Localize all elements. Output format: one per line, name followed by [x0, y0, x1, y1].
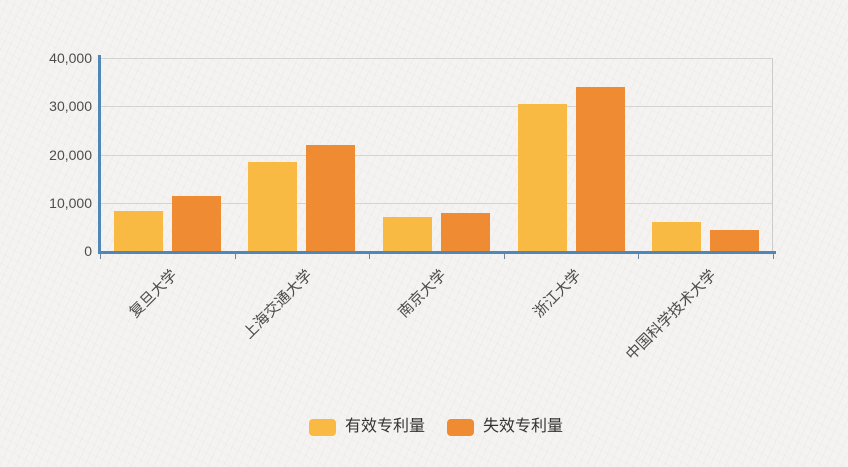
y-axis-line	[98, 55, 101, 254]
bar-失效专利量-中国科学技术大学[interactable]	[710, 230, 760, 251]
bar-失效专利量-上海交通大学[interactable]	[306, 145, 356, 251]
x-axis-label: 中国科学技术大学	[622, 266, 720, 364]
gridline	[100, 154, 773, 156]
plot-right-border	[772, 58, 773, 252]
legend-label: 失效专利量	[483, 418, 564, 435]
x-axis-tick	[369, 254, 371, 259]
legend-swatch-icon	[447, 418, 474, 436]
bar-失效专利量-复旦大学[interactable]	[171, 196, 221, 251]
legend-item-1[interactable]: 失效专利量	[447, 417, 563, 437]
x-axis-line	[98, 251, 776, 254]
x-axis-label: 南京大学	[395, 266, 451, 322]
y-axis-label: 0	[84, 243, 92, 259]
bar-有效专利量-中国科学技术大学[interactable]	[652, 222, 702, 251]
x-axis-label: 浙江大学	[530, 266, 585, 322]
legend-label: 有效专利量	[344, 418, 425, 435]
gridline	[100, 106, 773, 108]
x-axis-tick	[503, 254, 505, 259]
x-axis-label: 复旦大学	[126, 266, 181, 322]
x-axis-tick	[100, 254, 101, 259]
y-axis-label: 40,000	[49, 50, 92, 66]
y-axis-label: 20,000	[49, 146, 92, 163]
legend-item-0[interactable]: 有效专利量	[308, 417, 425, 437]
legend: 有效专利量 失效专利量	[12, 417, 848, 437]
y-axis-label: 30,000	[49, 98, 92, 115]
x-axis-tick	[638, 254, 640, 259]
x-axis-tick	[234, 254, 236, 259]
bar-有效专利量-上海交通大学[interactable]	[248, 162, 298, 251]
bar-有效专利量-复旦大学[interactable]	[113, 211, 163, 251]
bar-失效专利量-浙江大学[interactable]	[575, 87, 625, 251]
x-axis-tick	[773, 254, 774, 259]
gridline	[100, 58, 773, 59]
gridline	[100, 202, 773, 204]
x-axis-label: 上海交通大学	[239, 266, 316, 343]
legend-swatch-icon	[308, 418, 336, 436]
bar-有效专利量-南京大学[interactable]	[383, 217, 432, 251]
bar-失效专利量-南京大学[interactable]	[441, 213, 490, 251]
bar-有效专利量-浙江大学[interactable]	[517, 104, 567, 251]
y-axis-label: 10,000	[49, 194, 92, 211]
